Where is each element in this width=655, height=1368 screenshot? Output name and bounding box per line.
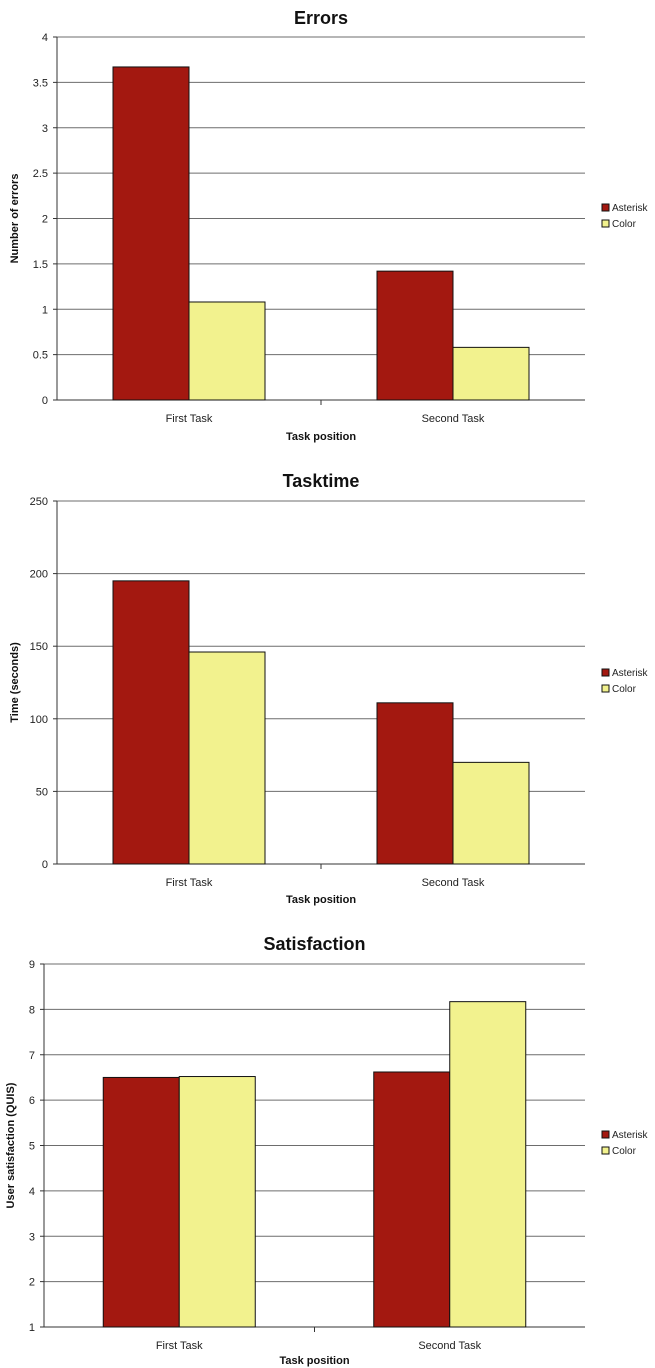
y-tick-label: 150 (30, 641, 48, 653)
bar-asterisk-2 (376, 270, 454, 401)
y-tick-label: 4 (29, 1186, 35, 1198)
y-axis-title: Number of errors (9, 174, 21, 264)
x-axis-title: Task position (286, 431, 356, 443)
y-tick-label: 5 (29, 1141, 35, 1153)
x-tick-label: Second Task (418, 1340, 481, 1352)
y-tick-label: 0 (42, 395, 48, 407)
legend-swatch-asterisk (601, 668, 610, 677)
y-tick-label: 4 (42, 32, 48, 44)
y-tick-label: 100 (30, 714, 48, 726)
legend-label-asterisk: Asterisk (612, 203, 649, 214)
chart-title: Satisfaction (263, 934, 365, 954)
y-tick-label: 0 (42, 859, 48, 871)
x-tick-label: First Task (156, 1340, 203, 1352)
y-tick-label: 1 (42, 304, 48, 316)
bar-asterisk-1 (102, 1076, 180, 1328)
legend-swatch-asterisk (601, 203, 610, 212)
bar-asterisk-1 (112, 580, 190, 865)
x-tick-label: Second Task (422, 877, 485, 889)
chart-title: Tasktime (283, 471, 360, 491)
x-tick-label: Second Task (422, 413, 485, 425)
legend-label-color: Color (612, 219, 637, 230)
legend-swatch-color (601, 1146, 610, 1155)
x-tick-label: First Task (166, 877, 213, 889)
bar-color-1 (188, 651, 266, 865)
y-axis-title: Time (seconds) (9, 642, 21, 723)
y-tick-label: 8 (29, 1004, 35, 1016)
y-axis-title: User satisfaction (QUIS) (5, 1082, 17, 1208)
chart-title: Errors (294, 8, 348, 28)
bar-color-2 (449, 1001, 527, 1328)
y-tick-label: 7 (29, 1050, 35, 1062)
bar-color-2 (452, 346, 530, 401)
legend-label-asterisk: Asterisk (612, 1130, 649, 1141)
y-tick-label: 2 (42, 214, 48, 226)
legend: Asterisk Color (601, 203, 649, 230)
bar-color-1 (188, 301, 266, 401)
bar-asterisk-2 (376, 702, 454, 865)
y-tick-label: 1.5 (33, 259, 48, 271)
legend-swatch-color (601, 684, 610, 693)
legend-label-color: Color (612, 684, 637, 695)
y-tick-label: 6 (29, 1095, 35, 1107)
bar-color-1 (178, 1076, 256, 1328)
x-axis-title: Task position (279, 1355, 349, 1367)
x-axis-title: Task position (286, 894, 356, 906)
y-tick-label: 3.5 (33, 77, 48, 89)
legend-swatch-color (601, 219, 610, 228)
y-tick-label: 50 (36, 786, 48, 798)
legend-label-color: Color (612, 1146, 637, 1157)
y-tick-label: 0.5 (33, 350, 48, 362)
chart-satisfaction: Satisfaction 1 2 3 4 5 6 7 8 9 First Task Second Ta… (5, 934, 649, 1367)
y-tick-label: 2 (29, 1277, 35, 1289)
y-tick-label: 9 (29, 959, 35, 971)
bar-asterisk-2 (373, 1071, 451, 1328)
x-tick-label: First Task (166, 413, 213, 425)
legend: Asterisk Color (601, 1130, 649, 1157)
y-tick-label: 2.5 (33, 168, 48, 180)
chart-tasktime: Tasktime 0 50 100 150 200 250 First Task Second … (9, 471, 649, 906)
y-tick-label: 3 (29, 1231, 35, 1243)
legend: Asterisk Color (601, 668, 649, 695)
legend-label-asterisk: Asterisk (612, 668, 649, 679)
y-tick-label: 250 (30, 496, 48, 508)
bar-asterisk-1 (112, 66, 190, 401)
y-tick-label: 200 (30, 569, 48, 581)
legend-swatch-asterisk (601, 1130, 610, 1139)
y-tick-label: 3 (42, 123, 48, 135)
bar-color-2 (452, 761, 530, 865)
y-tick-label: 1 (29, 1322, 35, 1334)
chart-errors: Errors 0 0.5 1 1.5 2 2.5 3 3.5 4 First Task Second … (9, 8, 649, 443)
